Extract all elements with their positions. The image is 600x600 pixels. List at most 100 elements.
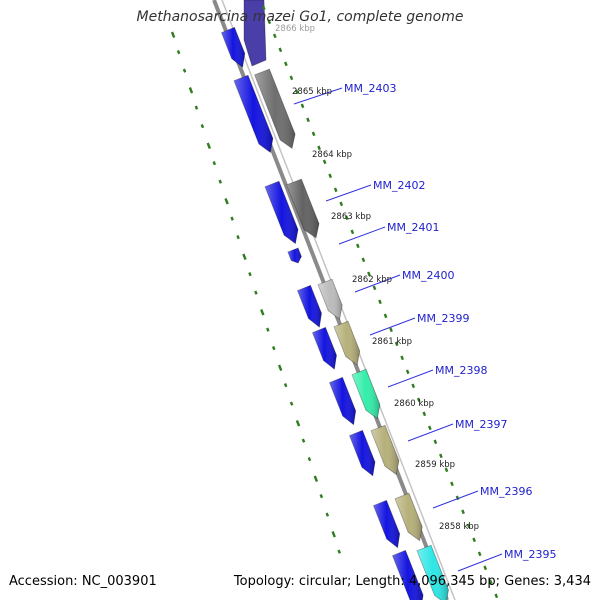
outer-tick bbox=[322, 159, 327, 165]
coordinate-label: 2859 kbp bbox=[415, 460, 455, 470]
map-title: Methanosarcina mazei Go1, complete genom… bbox=[136, 9, 464, 25]
inner-tick bbox=[170, 31, 176, 39]
gene-arrow-mm_2400-shade bbox=[318, 279, 343, 320]
outer-tick bbox=[289, 75, 294, 81]
gene-track bbox=[243, 0, 449, 600]
outer-tick bbox=[405, 369, 410, 375]
outer-tick bbox=[278, 47, 283, 53]
outer-tick-track bbox=[261, 5, 499, 599]
inner-tick bbox=[301, 438, 306, 443]
coordinate-label: 2858 kbp bbox=[439, 522, 479, 532]
accession-text: Accession: NC_003901 bbox=[9, 574, 157, 589]
outer-tick bbox=[344, 215, 349, 221]
cds-arrow-shade bbox=[373, 500, 400, 548]
gene-leader-line bbox=[457, 553, 503, 572]
inner-tick bbox=[194, 105, 199, 110]
cds-arrow-shade bbox=[234, 75, 273, 153]
outer-tick bbox=[477, 551, 482, 557]
gene-leader-line bbox=[432, 490, 479, 509]
inner-tick bbox=[230, 216, 234, 221]
inner-tick bbox=[266, 327, 270, 332]
gene-leader-line bbox=[354, 274, 401, 293]
gene-arrow-mm_2399-shade bbox=[334, 321, 360, 365]
cds-forward-track bbox=[220, 26, 424, 600]
outer-tick bbox=[383, 313, 388, 319]
coordinate-label: 2864 kbp bbox=[312, 150, 352, 160]
gene-label: MM_2403 bbox=[344, 82, 396, 95]
inner-tick-track bbox=[170, 31, 341, 554]
inner-tick bbox=[224, 198, 229, 205]
inner-tick bbox=[307, 457, 312, 462]
inner-tick bbox=[206, 142, 211, 150]
outer-tick bbox=[284, 61, 288, 67]
outer-tick bbox=[267, 19, 272, 25]
outer-tick bbox=[333, 187, 338, 193]
outer-tick bbox=[472, 537, 476, 543]
inner-tick bbox=[295, 420, 301, 427]
outer-tick bbox=[433, 439, 438, 445]
inner-tick bbox=[319, 494, 324, 499]
inner-tick bbox=[337, 549, 341, 554]
outer-tick bbox=[339, 201, 344, 207]
coordinate-label: 2866 kbp bbox=[275, 24, 315, 34]
inner-tick bbox=[277, 364, 283, 372]
outer-tick bbox=[416, 397, 421, 403]
outer-tick bbox=[411, 383, 416, 389]
inner-tick bbox=[182, 68, 187, 73]
inner-tick bbox=[325, 512, 330, 517]
outer-tick bbox=[372, 285, 377, 291]
coordinate-label: 2860 kbp bbox=[394, 399, 434, 409]
cds-arrow-shade bbox=[392, 550, 424, 600]
outer-tick bbox=[488, 579, 493, 585]
gene-label: MM_2402 bbox=[373, 179, 425, 192]
inner-tick bbox=[331, 531, 336, 538]
coordinate-label: 2863 kbp bbox=[331, 212, 371, 222]
outer-tick bbox=[272, 33, 277, 39]
gene-arrow-top bbox=[243, 0, 267, 67]
outer-tick bbox=[261, 5, 266, 11]
cds-arrow-shade bbox=[349, 430, 375, 476]
outer-tick bbox=[367, 271, 371, 277]
inner-tick bbox=[200, 124, 205, 129]
outer-tick bbox=[361, 257, 366, 263]
outer-tick bbox=[300, 103, 305, 109]
gene-label: MM_2401 bbox=[387, 221, 439, 234]
gene-leader-line bbox=[387, 369, 434, 388]
gene-arrow-mm_2398-shade bbox=[352, 369, 380, 419]
outer-tick bbox=[450, 481, 454, 487]
outer-tick bbox=[455, 495, 460, 501]
outer-tick bbox=[422, 411, 427, 417]
gene-arrow-mm_2402-shade bbox=[286, 179, 319, 238]
outer-tick bbox=[483, 565, 488, 571]
inner-tick bbox=[254, 290, 258, 295]
outer-tick bbox=[311, 131, 316, 137]
gene-leader-line bbox=[407, 423, 454, 442]
outer-tick bbox=[317, 145, 321, 151]
gene-label: MM_2397 bbox=[455, 418, 507, 431]
gene-label-layer: MM_2403 MM_2402 MM_2401 MM_2400 MM_2399 MM_23… bbox=[293, 82, 556, 572]
inner-tick bbox=[260, 309, 265, 316]
cds-arrow-shade bbox=[221, 27, 245, 68]
inner-tick bbox=[289, 401, 294, 406]
outer-tick bbox=[350, 229, 355, 235]
outer-tick bbox=[306, 117, 310, 123]
inner-tick bbox=[283, 383, 288, 388]
inner-tick bbox=[212, 161, 217, 166]
outer-tick bbox=[389, 327, 393, 333]
gene-leader-line bbox=[325, 184, 372, 202]
coordinate-label-layer: 2866 kbp 2865 kbp 2864 kbp 2863 kbp 2862 kbp… bbox=[275, 24, 479, 532]
gene-label: MM_2400 bbox=[402, 269, 454, 282]
inner-tick bbox=[176, 50, 181, 55]
genome-summary-text: Topology: circular; Length: 4,096,345 bp… bbox=[233, 574, 591, 589]
inner-tick bbox=[242, 253, 247, 261]
coordinate-label: 2861 kbp bbox=[372, 337, 412, 347]
outer-tick bbox=[439, 453, 443, 459]
outer-tick bbox=[444, 467, 449, 473]
outer-tick bbox=[494, 593, 499, 599]
inner-tick bbox=[218, 179, 222, 184]
outer-tick bbox=[394, 341, 399, 347]
cds-arrow-shade bbox=[312, 327, 337, 370]
gene-arrow-mm_2397-shade bbox=[371, 425, 399, 475]
gene-arrow-mm_2396-shade bbox=[395, 493, 423, 541]
